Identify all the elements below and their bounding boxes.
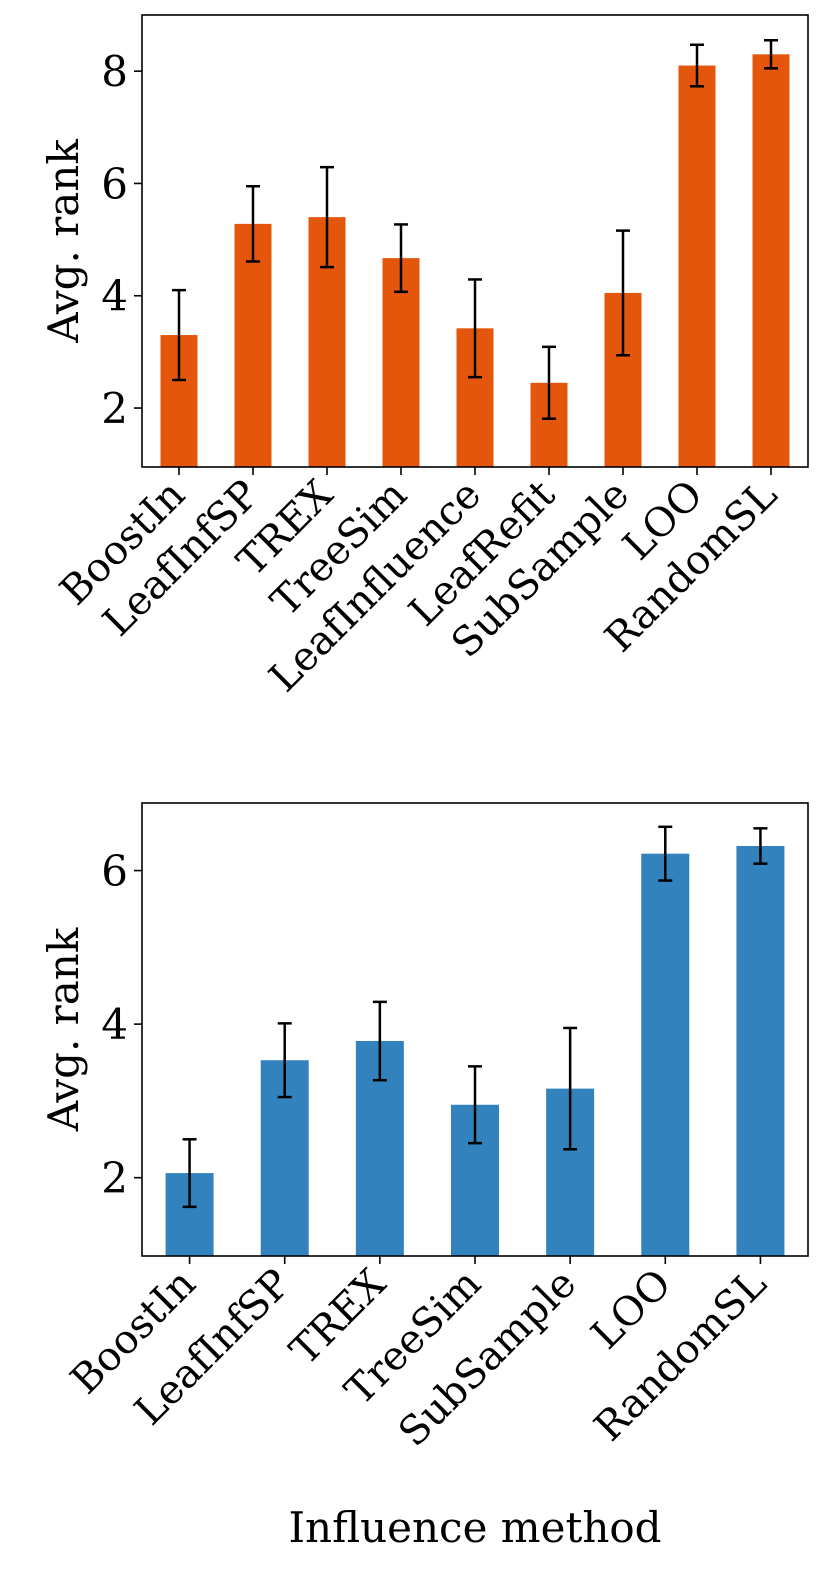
y-tick-label: 6 [101,847,128,896]
error-bar-treesim [394,223,408,294]
error-bar-loo [690,43,704,88]
bar-randomsl [752,54,790,467]
error-bar-loo [658,825,673,882]
error-bar-boostin [182,1138,197,1209]
error-bar-randomsl [753,827,768,865]
error-bar-leafinfsp [246,185,260,263]
error-bar-treesim [468,1065,482,1145]
bar-randomsl [736,845,785,1256]
bar-loo [678,65,716,467]
x-axis-title: Influence method [288,1503,661,1552]
error-bar-subsample [563,1026,578,1151]
bar-loo [641,853,690,1256]
y-axis-title: Avg. rank [39,139,88,344]
error-bar-randomsl [764,39,778,70]
error-bar-trex [372,1000,387,1082]
error-bar-leafinfluence [468,278,482,379]
bottom-chart-panel: 246BoostInLeafInfSPTREXTreeSimSubSampleL… [39,802,809,1552]
y-tick-label: 8 [101,47,128,96]
error-bar-boostin [172,288,186,382]
error-bar-trex [320,165,334,269]
error-bar-leafinfsp [277,1022,292,1099]
top-chart-panel: 2468BoostInLeafInfSPTREXTreeSimLeafInflu… [39,14,809,701]
y-tick-label: 4 [101,272,128,321]
y-axis-title: Avg. rank [39,927,88,1132]
y-tick-label: 4 [101,1000,128,1049]
bar-leafinfsp [234,223,272,467]
y-tick-label: 2 [101,1154,128,1203]
error-bar-subsample [616,229,630,357]
y-tick-label: 2 [101,384,128,433]
y-tick-label: 6 [101,159,128,208]
error-bar-leafrefit [542,345,556,420]
